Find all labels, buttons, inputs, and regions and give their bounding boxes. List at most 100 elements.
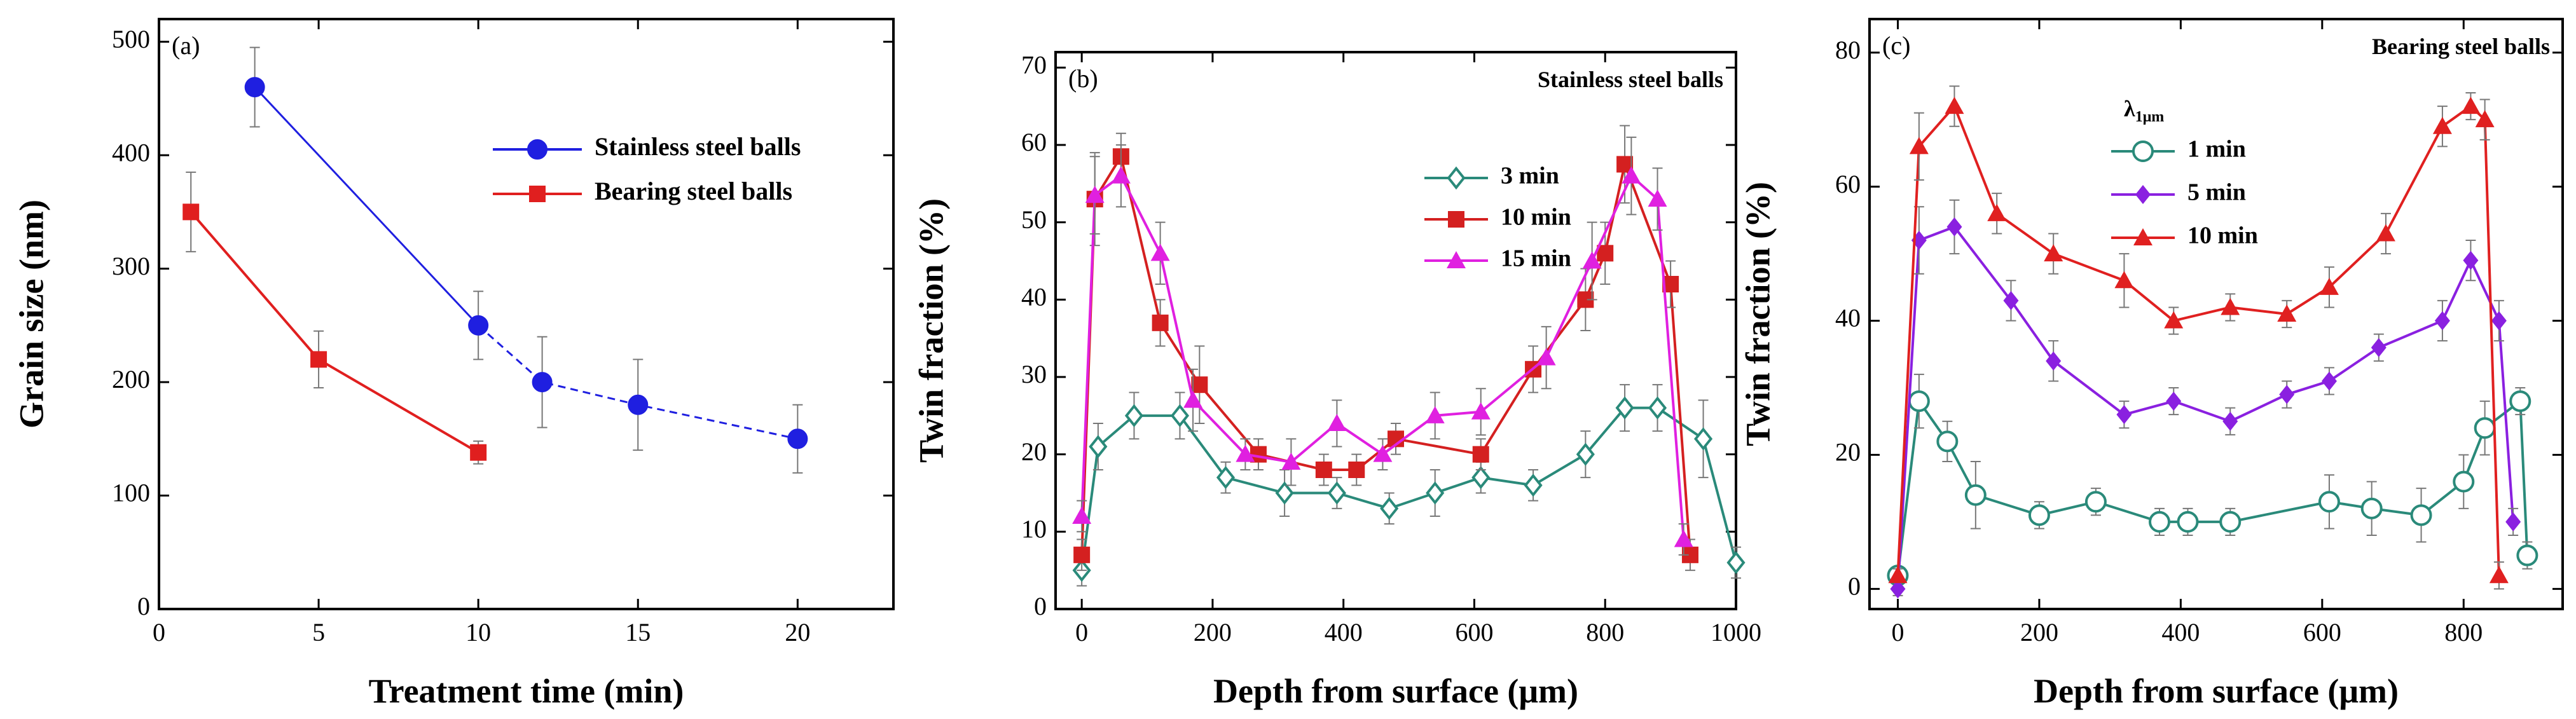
- legend-label: 10 min: [1501, 204, 1571, 231]
- legend: Stainless steel balls Bearing steel balls: [493, 132, 801, 205]
- series-line: [189, 211, 479, 454]
- data-point: [2279, 385, 2295, 404]
- data-point: [2432, 116, 2452, 134]
- series-1-min: [1887, 373, 2538, 587]
- data-point: [1964, 484, 1987, 506]
- legend: 3 min 10 min 15 min: [1424, 163, 1571, 272]
- x-tick-label: 400: [1325, 618, 1363, 647]
- data-point: [2221, 298, 2240, 315]
- data-point: [1946, 217, 1962, 236]
- data-point: [2376, 224, 2395, 242]
- y-tick-label: 20: [1835, 438, 1861, 467]
- y-tick-label: 100: [112, 479, 150, 507]
- legend-label: Bearing steel balls: [595, 177, 792, 205]
- data-point: [1425, 406, 1445, 423]
- data-point: [183, 203, 200, 221]
- series-line: [1080, 153, 1691, 555]
- legend-marker: [1447, 251, 1466, 268]
- data-point: [1327, 481, 1346, 505]
- legend-marker: [2132, 140, 2154, 162]
- panel-label: (b): [1068, 64, 1098, 93]
- data-point: [2434, 311, 2450, 331]
- x-axis-label: Treatment time (min): [369, 672, 684, 710]
- data-point: [1622, 166, 1641, 184]
- series-line: [1896, 397, 2529, 576]
- series-5-min: [1890, 199, 2521, 599]
- series-line-dashed: [478, 324, 798, 440]
- x-axis-label: Depth from surface (μm): [1213, 672, 1578, 710]
- data-point: [1945, 97, 1964, 114]
- data-point: [1170, 404, 1190, 428]
- data-point: [1888, 566, 1908, 584]
- data-point: [2046, 351, 2062, 371]
- data-point: [1348, 462, 1365, 478]
- x-tick-label: 0: [1075, 618, 1088, 647]
- data-point: [1089, 435, 1108, 458]
- legend-label: Stainless steel balls: [595, 132, 801, 161]
- y-tick-label: 0: [137, 592, 150, 620]
- data-point: [2509, 390, 2531, 413]
- data-point: [1987, 203, 2007, 221]
- data-point: [2277, 305, 2297, 322]
- data-point: [1380, 496, 1399, 521]
- data-point: [1471, 402, 1491, 420]
- data-point: [2410, 504, 2432, 526]
- panel-b: 0 200 400 600 800 1000 0 10 20 30 40 50 60 70 Depth fr…: [912, 51, 1761, 710]
- data-point: [1327, 414, 1347, 431]
- x-tick-label: 400: [2161, 618, 2200, 647]
- series-line: [1080, 174, 1685, 540]
- data-point: [2453, 470, 2475, 493]
- data-point: [470, 444, 487, 461]
- data-point: [2222, 411, 2238, 431]
- x-tick-label: 5: [312, 618, 325, 647]
- legend-title-sub: 1μm: [2135, 109, 2165, 125]
- y-tick-label: 60: [1835, 170, 1861, 198]
- legend-label: 1 min: [2187, 136, 2246, 163]
- data-point: [2116, 405, 2132, 425]
- data-point: [2164, 311, 2184, 329]
- x-tick-label: 0: [153, 618, 165, 647]
- data-point: [2003, 291, 2019, 310]
- data-point: [2371, 338, 2387, 357]
- plot-frame: [1868, 18, 2564, 610]
- series-line: [254, 86, 479, 326]
- legend-marker: [1448, 211, 1464, 228]
- plot-frame: [158, 18, 895, 610]
- y-tick-label: 200: [112, 365, 150, 394]
- data-point: [1615, 396, 1634, 420]
- data-point: [1275, 481, 1294, 505]
- legend-marker: [527, 139, 548, 160]
- data-point: [1576, 442, 1595, 466]
- data-point: [1152, 314, 1169, 331]
- data-point: [1072, 507, 1092, 524]
- legend-label: 15 min: [1501, 245, 1571, 272]
- legend-title: λ1μm: [2124, 96, 2164, 125]
- data-point: [244, 77, 265, 98]
- data-point: [1909, 137, 1929, 154]
- data-point: [2028, 504, 2050, 526]
- data-point: [2044, 244, 2063, 262]
- x-tick-label: 1000: [1711, 618, 1761, 647]
- legend-marker: [2135, 185, 2151, 204]
- data-point: [1111, 166, 1131, 184]
- panel-title: Stainless steel balls: [1538, 67, 1723, 92]
- y-axis-label: Grain size (nm): [12, 200, 50, 428]
- plot-frame: [1054, 51, 1737, 610]
- data-point: [787, 428, 808, 449]
- x-tick-label: 200: [1194, 618, 1232, 647]
- series-bearing-steel-balls: [183, 171, 487, 465]
- x-tick-label: 600: [1455, 618, 1493, 647]
- data-point: [468, 315, 489, 336]
- data-point: [2166, 392, 2182, 411]
- data-point: [2475, 110, 2495, 128]
- legend-marker: [2133, 228, 2152, 245]
- data-point: [1693, 427, 1713, 451]
- x-tick-label: 200: [2020, 618, 2058, 647]
- data-point: [1648, 189, 1667, 207]
- panel-label: (a): [172, 31, 200, 60]
- data-point: [2474, 417, 2496, 439]
- y-tick-label: 500: [112, 25, 150, 53]
- x-axis-label: Depth from surface (μm): [2034, 672, 2399, 710]
- data-point: [1183, 390, 1203, 408]
- data-point: [1524, 474, 1543, 497]
